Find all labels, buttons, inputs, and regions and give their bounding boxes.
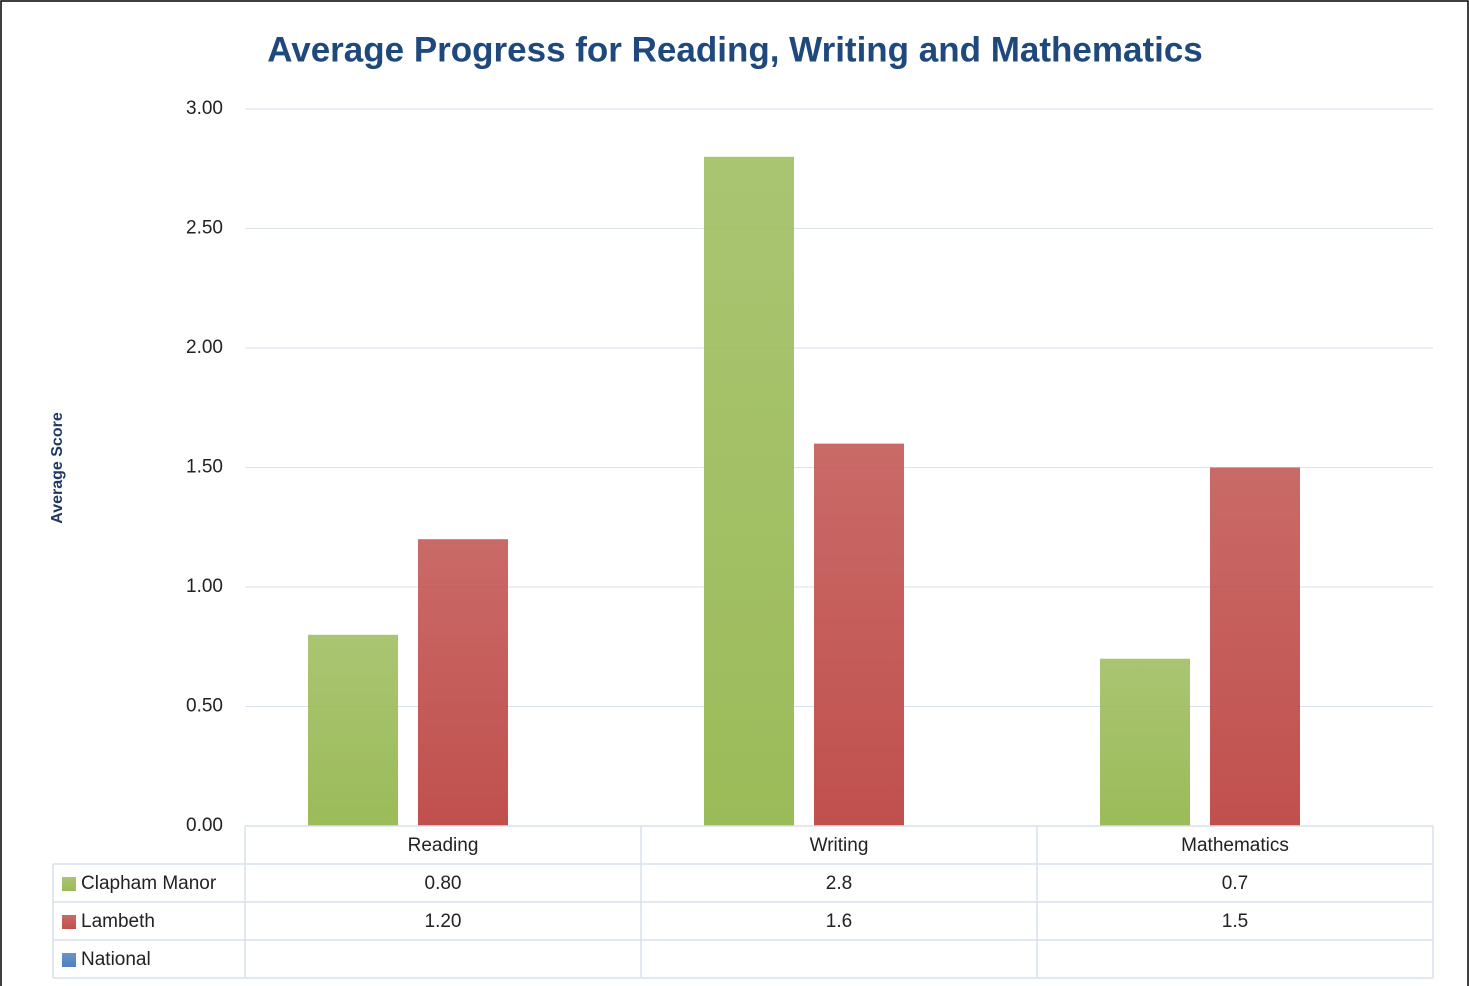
y-tick-label: 2.50 xyxy=(186,218,223,239)
y-tick-label: 0.50 xyxy=(186,696,223,717)
x-tick-label: Writing xyxy=(810,835,869,856)
bar xyxy=(1210,467,1300,826)
bar xyxy=(814,443,904,826)
legend-label: National xyxy=(81,949,151,970)
table-value: 0.80 xyxy=(425,873,462,894)
y-tick-label: 1.50 xyxy=(186,457,223,478)
table-value: 1.20 xyxy=(425,911,462,932)
x-tick-label: Reading xyxy=(408,835,479,856)
y-tick-label: 3.00 xyxy=(186,98,223,119)
bar xyxy=(308,634,398,826)
table-value: 1.6 xyxy=(826,911,852,932)
y-axis-label: Average Score xyxy=(49,412,66,524)
legend-key xyxy=(62,953,76,967)
legend-label: Clapham Manor xyxy=(81,873,217,894)
bar xyxy=(704,156,794,827)
table-value: 1.5 xyxy=(1222,911,1248,932)
legend-key xyxy=(62,915,76,929)
legend-label: Lambeth xyxy=(81,911,155,932)
x-tick-label: Mathematics xyxy=(1181,835,1289,856)
y-tick-label: 1.00 xyxy=(186,576,223,597)
y-tick-label: 0.00 xyxy=(186,815,223,836)
chart-title: Average Progress for Reading, Writing an… xyxy=(267,30,1203,69)
bar xyxy=(418,539,508,826)
table-value: 2.8 xyxy=(826,873,852,894)
table-value: 0.7 xyxy=(1222,873,1248,894)
bar xyxy=(1100,658,1190,826)
y-tick-label: 2.00 xyxy=(186,337,223,358)
legend-key xyxy=(62,877,76,891)
